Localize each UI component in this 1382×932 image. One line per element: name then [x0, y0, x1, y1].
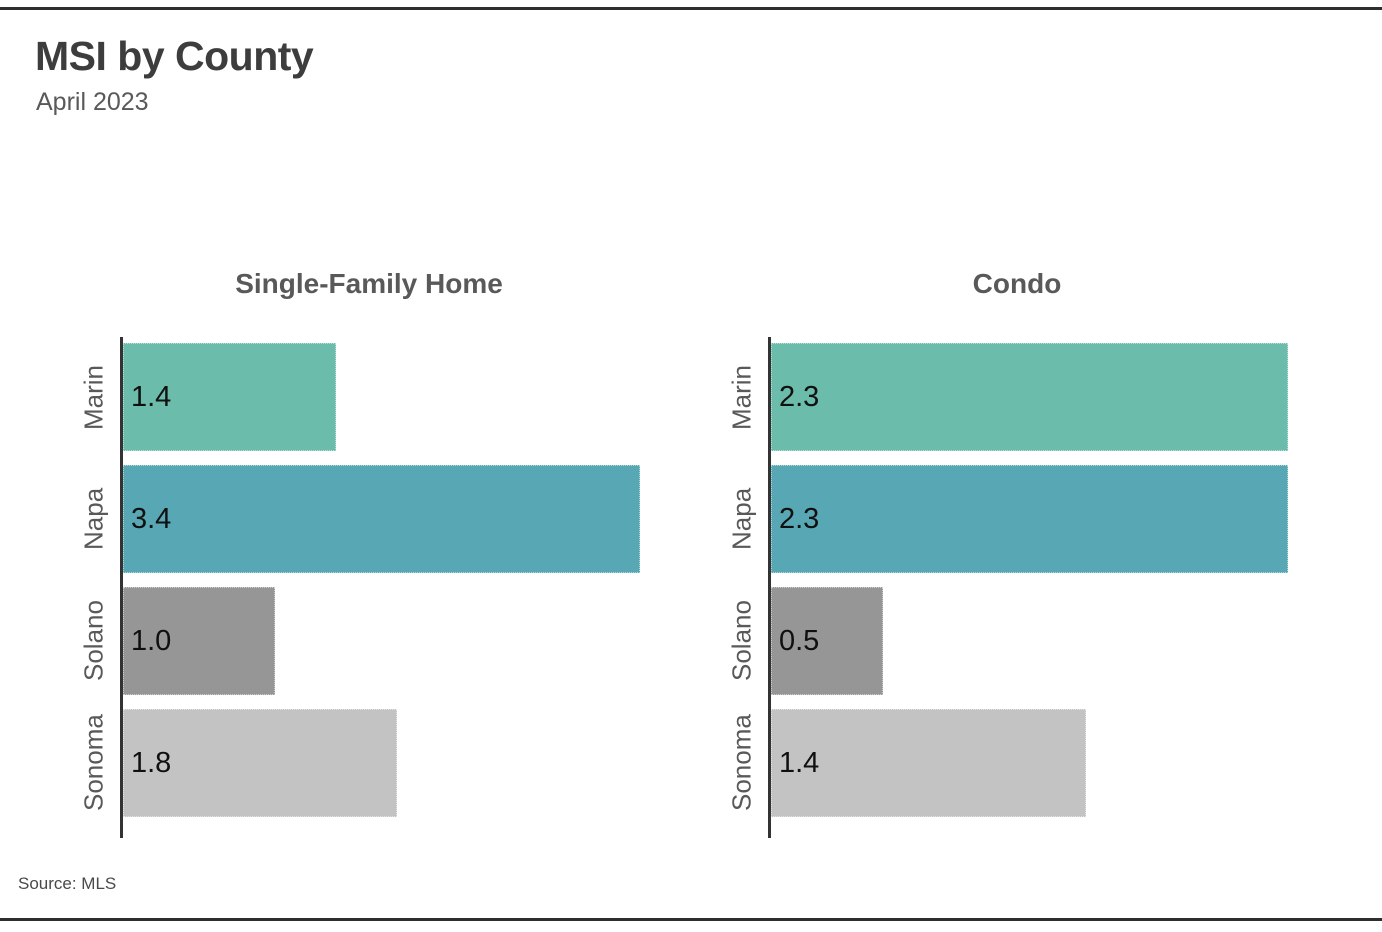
y-axis-line: [120, 337, 123, 838]
bar-sonoma: 1.8: [123, 709, 397, 817]
bar-value-label: 1.8: [131, 746, 172, 779]
y-axis-label-napa: Napa: [78, 487, 109, 551]
y-axis-label-napa: Napa: [726, 487, 757, 551]
bar-row-napa: Napa 2.3: [727, 465, 1308, 573]
bar-row-marin: Marin 1.4: [79, 343, 660, 451]
y-axis-label-solano: Solano: [726, 600, 757, 682]
bar-row-sonoma: Sonoma 1.4: [727, 709, 1308, 817]
y-axis-line: [768, 337, 771, 838]
plot-area-single-family: Marin 1.4 Napa 3.4 Solano 1.0 Sonoma 1.8: [79, 337, 660, 838]
y-axis-label-solano: Solano: [78, 600, 109, 682]
top-rule-line: [0, 7, 1382, 10]
y-axis-label-marin: Marin: [78, 364, 109, 430]
chart-title-single-family: Single-Family Home: [235, 268, 503, 299]
bar-value-label: 1.0: [131, 624, 172, 657]
bar-solano: 1.0: [123, 587, 276, 695]
bar-value-label: 1.4: [131, 380, 172, 413]
page-subtitle: April 2023: [36, 88, 149, 116]
bar-marin: 1.4: [123, 343, 336, 451]
y-axis-label-sonoma: Sonoma: [78, 714, 109, 812]
source-note: Source: MLS: [18, 874, 117, 893]
bar-value-label: 2.3: [779, 502, 820, 535]
bar-solano: 0.5: [771, 587, 884, 695]
y-axis-label-sonoma: Sonoma: [726, 714, 757, 812]
bar-marin: 2.3: [771, 343, 1288, 451]
chart-panel-single-family: Single-Family Home Marin 1.4 Napa 3.4 Solano…: [78, 268, 660, 838]
bar-value-label: 2.3: [779, 380, 820, 413]
y-axis-label-marin: Marin: [726, 364, 757, 430]
chart-panel-condo: Condo Marin 2.3 Napa 2.3 Solano 0.5 Sonoma 1.4: [726, 268, 1308, 838]
chart-title-condo: Condo: [972, 268, 1062, 299]
bar-napa: 2.3: [771, 465, 1288, 573]
plot-area-condo: Marin 2.3 Napa 2.3 Solano 0.5 Sonoma 1.4: [727, 337, 1308, 838]
bar-row-marin: Marin 2.3: [727, 343, 1308, 451]
bar-row-napa: Napa 3.4: [79, 465, 660, 573]
bar-value-label: 1.4: [779, 746, 820, 779]
bar-row-sonoma: Sonoma 1.8: [79, 709, 660, 817]
bottom-rule-line: [0, 918, 1382, 921]
bar-napa: 3.4: [123, 465, 641, 573]
bar-value-label: 0.5: [779, 624, 820, 657]
bar-row-solano: Solano 0.5: [727, 587, 1308, 695]
bar-row-solano: Solano 1.0: [79, 587, 660, 695]
page-title: MSI by County: [35, 33, 314, 79]
bar-value-label: 3.4: [131, 502, 172, 535]
bar-sonoma: 1.4: [771, 709, 1086, 817]
